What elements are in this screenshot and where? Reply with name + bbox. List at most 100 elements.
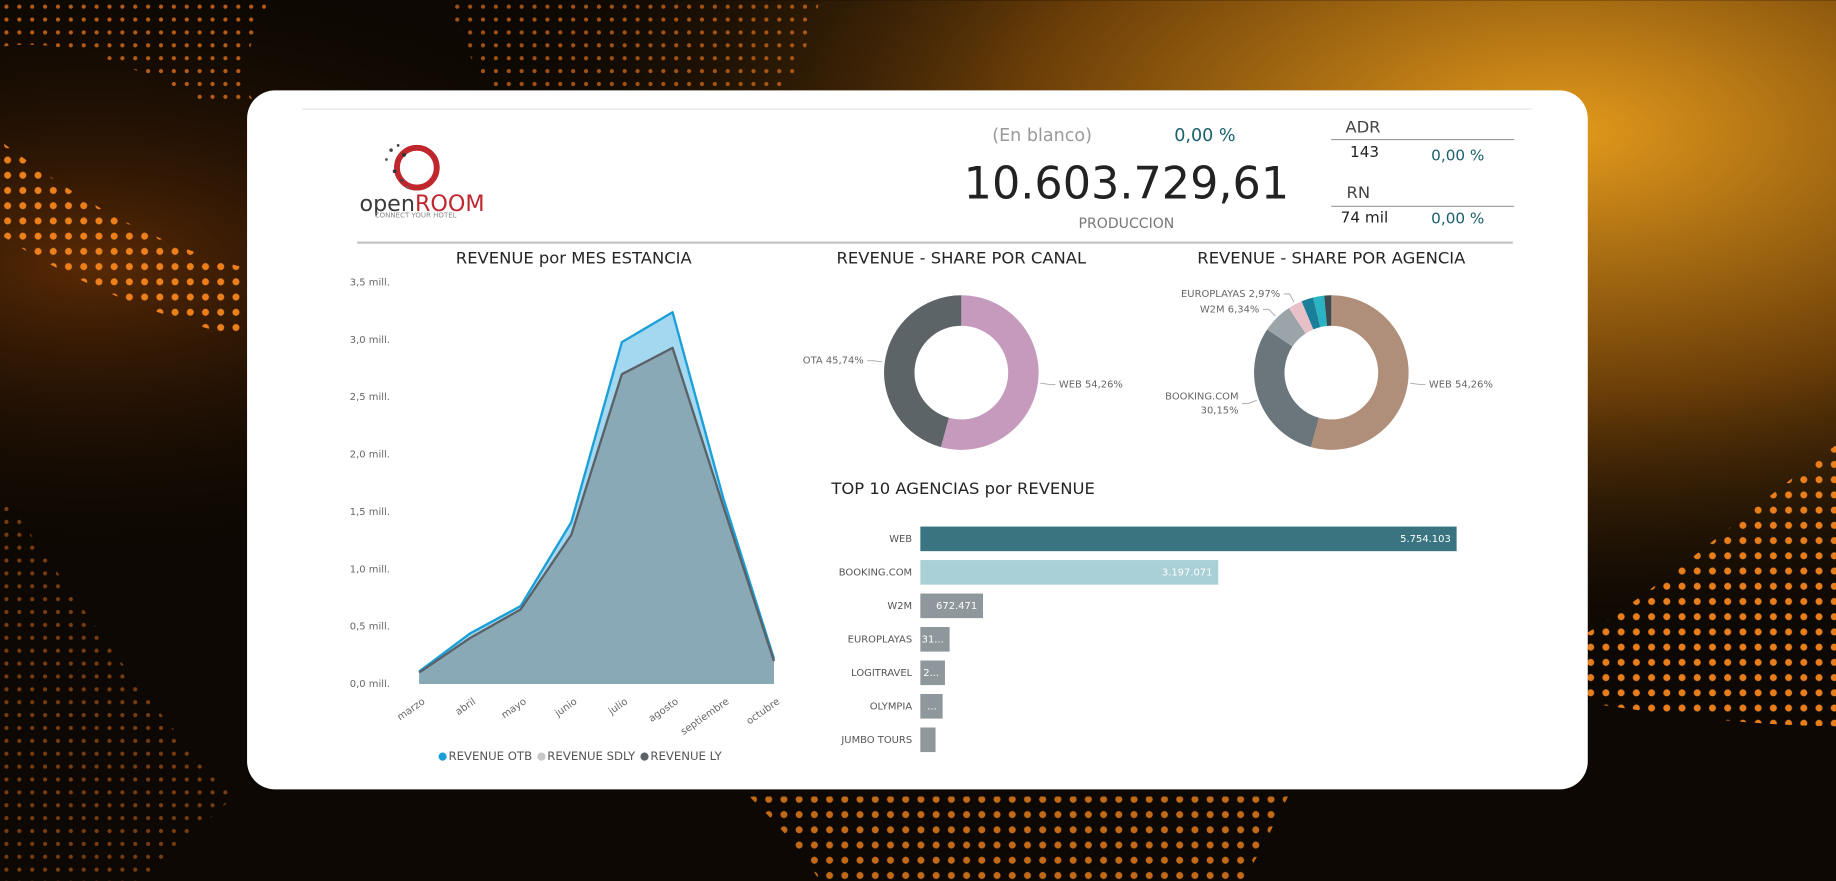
slice-value: 30,15% [1201, 406, 1239, 417]
bar-value-label: ... [927, 701, 936, 712]
logo-particle [401, 152, 407, 157]
y-tick-label: 3,0 mill. [350, 335, 390, 346]
bar-category: BOOKING.COM [839, 567, 912, 578]
donut-slice [1267, 307, 1306, 347]
bar-category: WEB [889, 534, 912, 545]
bar [920, 660, 945, 686]
legend-marker [537, 752, 546, 761]
bar-category: W2M [887, 601, 912, 612]
decor-dots [1587, 445, 1836, 727]
legend-label: REVENUE OTB [448, 749, 532, 763]
slice-value: 54,26% [1455, 379, 1493, 390]
bar [920, 526, 1457, 552]
bar-value-label: 3.197.071 [1162, 567, 1213, 578]
slice-category: EUROPLAYAS [1181, 289, 1245, 300]
slice-label: WEB 54,26% [1059, 379, 1123, 390]
kpi-label: (En blanco) [992, 126, 1092, 146]
bar [920, 593, 984, 619]
leader-line [1242, 399, 1257, 405]
bar [920, 727, 936, 753]
slice-value: 45,74% [826, 356, 864, 367]
donut-slice [1310, 295, 1409, 450]
leader-line [1040, 382, 1056, 385]
legend-marker [640, 752, 649, 761]
logo-particle [400, 179, 404, 183]
kpi-label: RN [1347, 183, 1371, 202]
logo: openROOM CONNECT YOUR HOTEL [359, 144, 485, 220]
chart-title: REVENUE - SHARE POR AGENCIA [1197, 249, 1466, 268]
slice-label: EUROPLAYAS 2,97% [1181, 289, 1280, 300]
decor-dots [0, 492, 235, 881]
logo-ring [394, 144, 440, 191]
kpi-label: PRODUCCION [1079, 216, 1175, 232]
decor-dots [0, 0, 270, 106]
bar-value-label: 31... [922, 634, 944, 645]
donut-slice [1288, 301, 1314, 334]
area [419, 347, 774, 685]
slice-category: WEB [1429, 379, 1452, 390]
slice-category: OTA [803, 356, 823, 367]
donut-slice [940, 295, 1039, 450]
kpi-value: 143 [1350, 143, 1379, 161]
bar [920, 627, 950, 652]
legend-label: REVENUE SDLY [547, 749, 636, 763]
logo-brand: ROOM [415, 190, 485, 216]
slice-label: W2M 6,34% [1200, 304, 1259, 315]
logo-particle [384, 158, 388, 161]
y-tick-label: 1,5 mill. [350, 507, 390, 518]
slice-label: BOOKING.COM [1165, 392, 1238, 403]
y-tick-label: 1,0 mill. [350, 564, 390, 575]
kpi-label: ADR [1345, 117, 1380, 136]
slice-value: 54,26% [1085, 379, 1123, 390]
area-line [418, 311, 776, 673]
decor-dots [749, 796, 1289, 881]
kpi-value: 0,00 % [1431, 210, 1484, 228]
bar-category: OLYMPIA [870, 701, 913, 712]
donut-slice [1254, 329, 1319, 448]
logo-particle [389, 148, 393, 152]
slice-category: W2M [1200, 304, 1225, 315]
slice-value: 2,97% [1249, 289, 1281, 300]
donut-slice [1313, 295, 1327, 328]
leader-line [1410, 382, 1426, 385]
bar-value-label: 672.471 [936, 601, 977, 612]
bar [920, 694, 943, 719]
charts: REVENUE por MES ESTANCIA 0,0 mill. 0,5 mil… [350, 249, 1493, 764]
y-tick-label: 0,0 mill. [350, 679, 390, 690]
leader-line [867, 360, 883, 363]
leader-line [1262, 308, 1276, 317]
bar [920, 560, 1219, 585]
slice-category: BOOKING.COM [1165, 392, 1238, 403]
y-tick-label: 3,5 mill. [350, 277, 390, 288]
leader-line [1283, 293, 1295, 303]
slice-category: WEB [1059, 379, 1082, 390]
decor-dots [444, 0, 820, 94]
logo-tagline: CONNECT YOUR HOTEL [375, 211, 457, 220]
kpi-value: 0,00 % [1431, 146, 1484, 164]
chart-title: REVENUE por MES ESTANCIA [456, 249, 693, 268]
bar-category: LOGITRAVEL [851, 668, 912, 679]
donut-slice [884, 295, 962, 448]
bar-category: JUMBO TOURS [840, 735, 912, 746]
y-tick-label: 2,5 mill. [350, 392, 390, 403]
decor-dots [0, 140, 305, 352]
bar-category: EUROPLAYAS [848, 634, 912, 645]
logo-particle [406, 186, 409, 189]
legend-marker [438, 752, 447, 761]
chart-title: TOP 10 AGENCIAS por REVENUE [830, 479, 1094, 498]
legend-label: REVENUE LY [650, 749, 722, 763]
donut-slice [1324, 295, 1332, 326]
kpi-total: 10.603.729,61 [964, 158, 1289, 209]
slice-value: 6,34% [1228, 304, 1260, 315]
y-tick-label: 0,5 mill. [350, 622, 390, 633]
slice-label: OTA 45,74% [803, 356, 864, 367]
logo-brand: open [359, 190, 415, 216]
kpi-value: 0,00 % [1174, 126, 1235, 146]
donut-slice [1301, 297, 1321, 330]
logo-text: openROOM [359, 190, 484, 216]
bar-value-label: 5.754.103 [1400, 534, 1451, 545]
area-line [418, 346, 776, 674]
chart-title: REVENUE - SHARE POR CANAL [837, 249, 1087, 268]
